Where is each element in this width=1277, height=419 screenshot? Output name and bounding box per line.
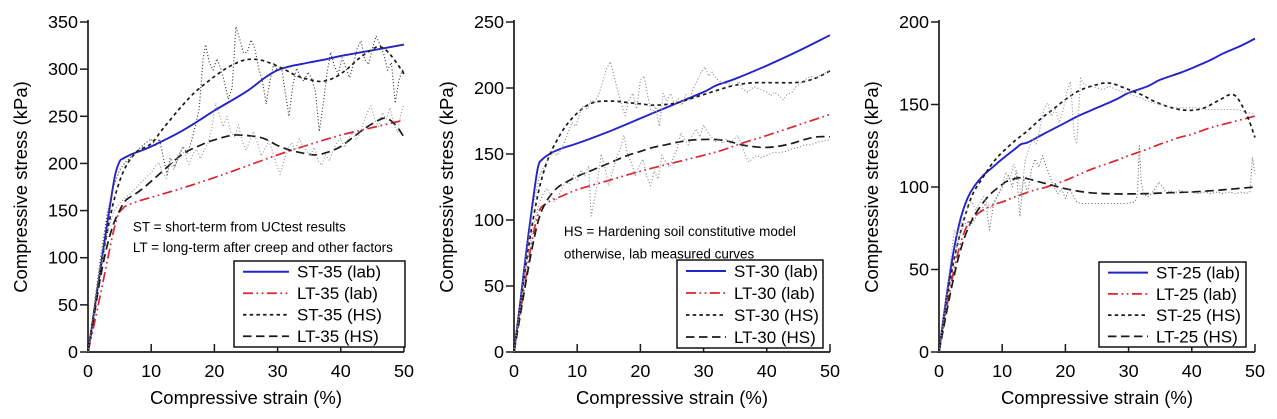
series-st-30-measured — [513, 61, 830, 353]
legend-label-st-25-hs: ST-25 (HS) — [1156, 306, 1241, 325]
series-st-35-hs — [87, 45, 405, 353]
series-lt-35-lab — [87, 119, 405, 353]
x-tick-label: 0 — [934, 361, 944, 381]
x-tick-label: 30 — [693, 361, 713, 381]
x-tick-label: 50 — [1245, 361, 1265, 381]
series-lt-35-hs — [87, 117, 405, 353]
series-st-35-measured — [87, 26, 405, 353]
chart-st-30: 0 50 100 150 200 250 0 10 20 30 40 50 Compressive st… — [436, 12, 840, 408]
x-tick-label: 40 — [331, 361, 351, 381]
annotation-text: ST = short-term from UCtest results — [133, 219, 346, 234]
y-tick-label: 250 — [48, 106, 78, 126]
legend-label-lt-35-lab: LT-35 (lab) — [297, 284, 378, 303]
x-tick-label: 20 — [1056, 361, 1076, 381]
series-lt-30-measured — [513, 124, 830, 353]
legend-box — [233, 260, 406, 348]
x-tick-label: 50 — [820, 361, 840, 381]
legend-label-lt-25-lab: LT-25 (lab) — [1156, 285, 1237, 304]
chart-st-25: 0 50 100 150 200 0 10 20 30 40 50 Compressive strai… — [861, 12, 1265, 408]
y-tick-label: 350 — [48, 12, 78, 32]
x-tick-label: 0 — [83, 361, 93, 381]
legend-label-st-30-lab: ST-30 (lab) — [734, 262, 818, 281]
legend-label-st-35-hs: ST-35 (HS) — [297, 306, 382, 325]
y-tick-label: 0 — [68, 342, 78, 362]
x-tick-label: 10 — [992, 361, 1012, 381]
x-axis-title: Compressive strain (%) — [1001, 387, 1193, 408]
x-axis-title: Compressive strain (%) — [150, 387, 342, 408]
legend-label-lt-35-hs: LT-35 (HS) — [297, 327, 379, 346]
series-lt-30-hs — [512, 135, 830, 353]
legend-label-lt-30-hs: LT-30 (HS) — [734, 328, 816, 347]
y-tick-label: 0 — [494, 342, 504, 362]
y-tick-label: 50 — [58, 295, 78, 315]
y-tick-label: 100 — [899, 177, 929, 197]
y-tick-label: 50 — [484, 276, 504, 296]
y-tick-label: 300 — [48, 59, 78, 79]
legend-label-st-30-hs: ST-30 (HS) — [734, 306, 819, 325]
series-lt-25-hs — [938, 176, 1256, 353]
y-tick-label: 100 — [48, 248, 78, 268]
y-tick-label: 200 — [899, 12, 929, 32]
chart-st-35: 0 50 100 150 200 250 300 350 0 10 20 30 40 50 Compress… — [10, 12, 414, 408]
x-tick-label: 30 — [268, 361, 288, 381]
series-st-25-hs — [938, 82, 1257, 353]
x-tick-label: 40 — [756, 361, 776, 381]
y-tick-label: 200 — [48, 153, 78, 173]
x-tick-label: 40 — [1182, 361, 1202, 381]
y-tick-label: 150 — [48, 201, 78, 221]
y-tick-label: 150 — [899, 95, 929, 115]
series-st-25-measured — [938, 77, 1256, 353]
x-axis-title: Compressive strain (%) — [576, 387, 768, 408]
series-lt-25-measured — [938, 145, 1256, 353]
y-tick-label: 150 — [474, 144, 504, 164]
legend-label-lt-30-lab: LT-30 (lab) — [734, 284, 815, 303]
y-axis-title: Compressive stress (kPa) — [436, 81, 457, 293]
y-tick-label: 50 — [909, 259, 929, 279]
legend-box — [1098, 261, 1247, 348]
x-tick-label: 10 — [567, 361, 587, 381]
legend-label-lt-25-hs: LT-25 (HS) — [1156, 327, 1238, 346]
x-tick-label: 50 — [394, 361, 414, 381]
x-tick-label: 30 — [1119, 361, 1139, 381]
series-lt-25-lab — [938, 115, 1256, 353]
y-tick-label: 0 — [919, 342, 929, 362]
series-st-30-lab — [512, 34, 831, 353]
y-axis-title: Compressive stress (kPa) — [10, 81, 31, 293]
annotation-text: otherwise, lab measured curves — [564, 246, 755, 261]
legend-box — [675, 259, 824, 349]
legend-label-st-25-lab: ST-25 (lab) — [1156, 264, 1240, 283]
annotation-text: HS = Hardening soil constitutive model — [564, 224, 796, 239]
x-tick-label: 20 — [204, 361, 224, 381]
annotation-text: LT = long-term after creep and other fac… — [133, 240, 393, 255]
series-st-25-lab — [938, 37, 1256, 353]
y-tick-label: 100 — [474, 210, 504, 230]
series-st-35-lab — [87, 43, 405, 353]
y-tick-label: 250 — [474, 12, 504, 32]
x-tick-label: 10 — [141, 361, 161, 381]
series-st-30-hs — [512, 70, 831, 353]
x-tick-label: 20 — [630, 361, 650, 381]
x-tick-label: 0 — [509, 361, 519, 381]
series-lt-30-lab — [512, 113, 830, 353]
y-axis-title: Compressive stress (kPa) — [861, 81, 882, 293]
y-tick-label: 200 — [474, 78, 504, 98]
legend-label-st-35-lab: ST-35 (lab) — [297, 263, 381, 282]
